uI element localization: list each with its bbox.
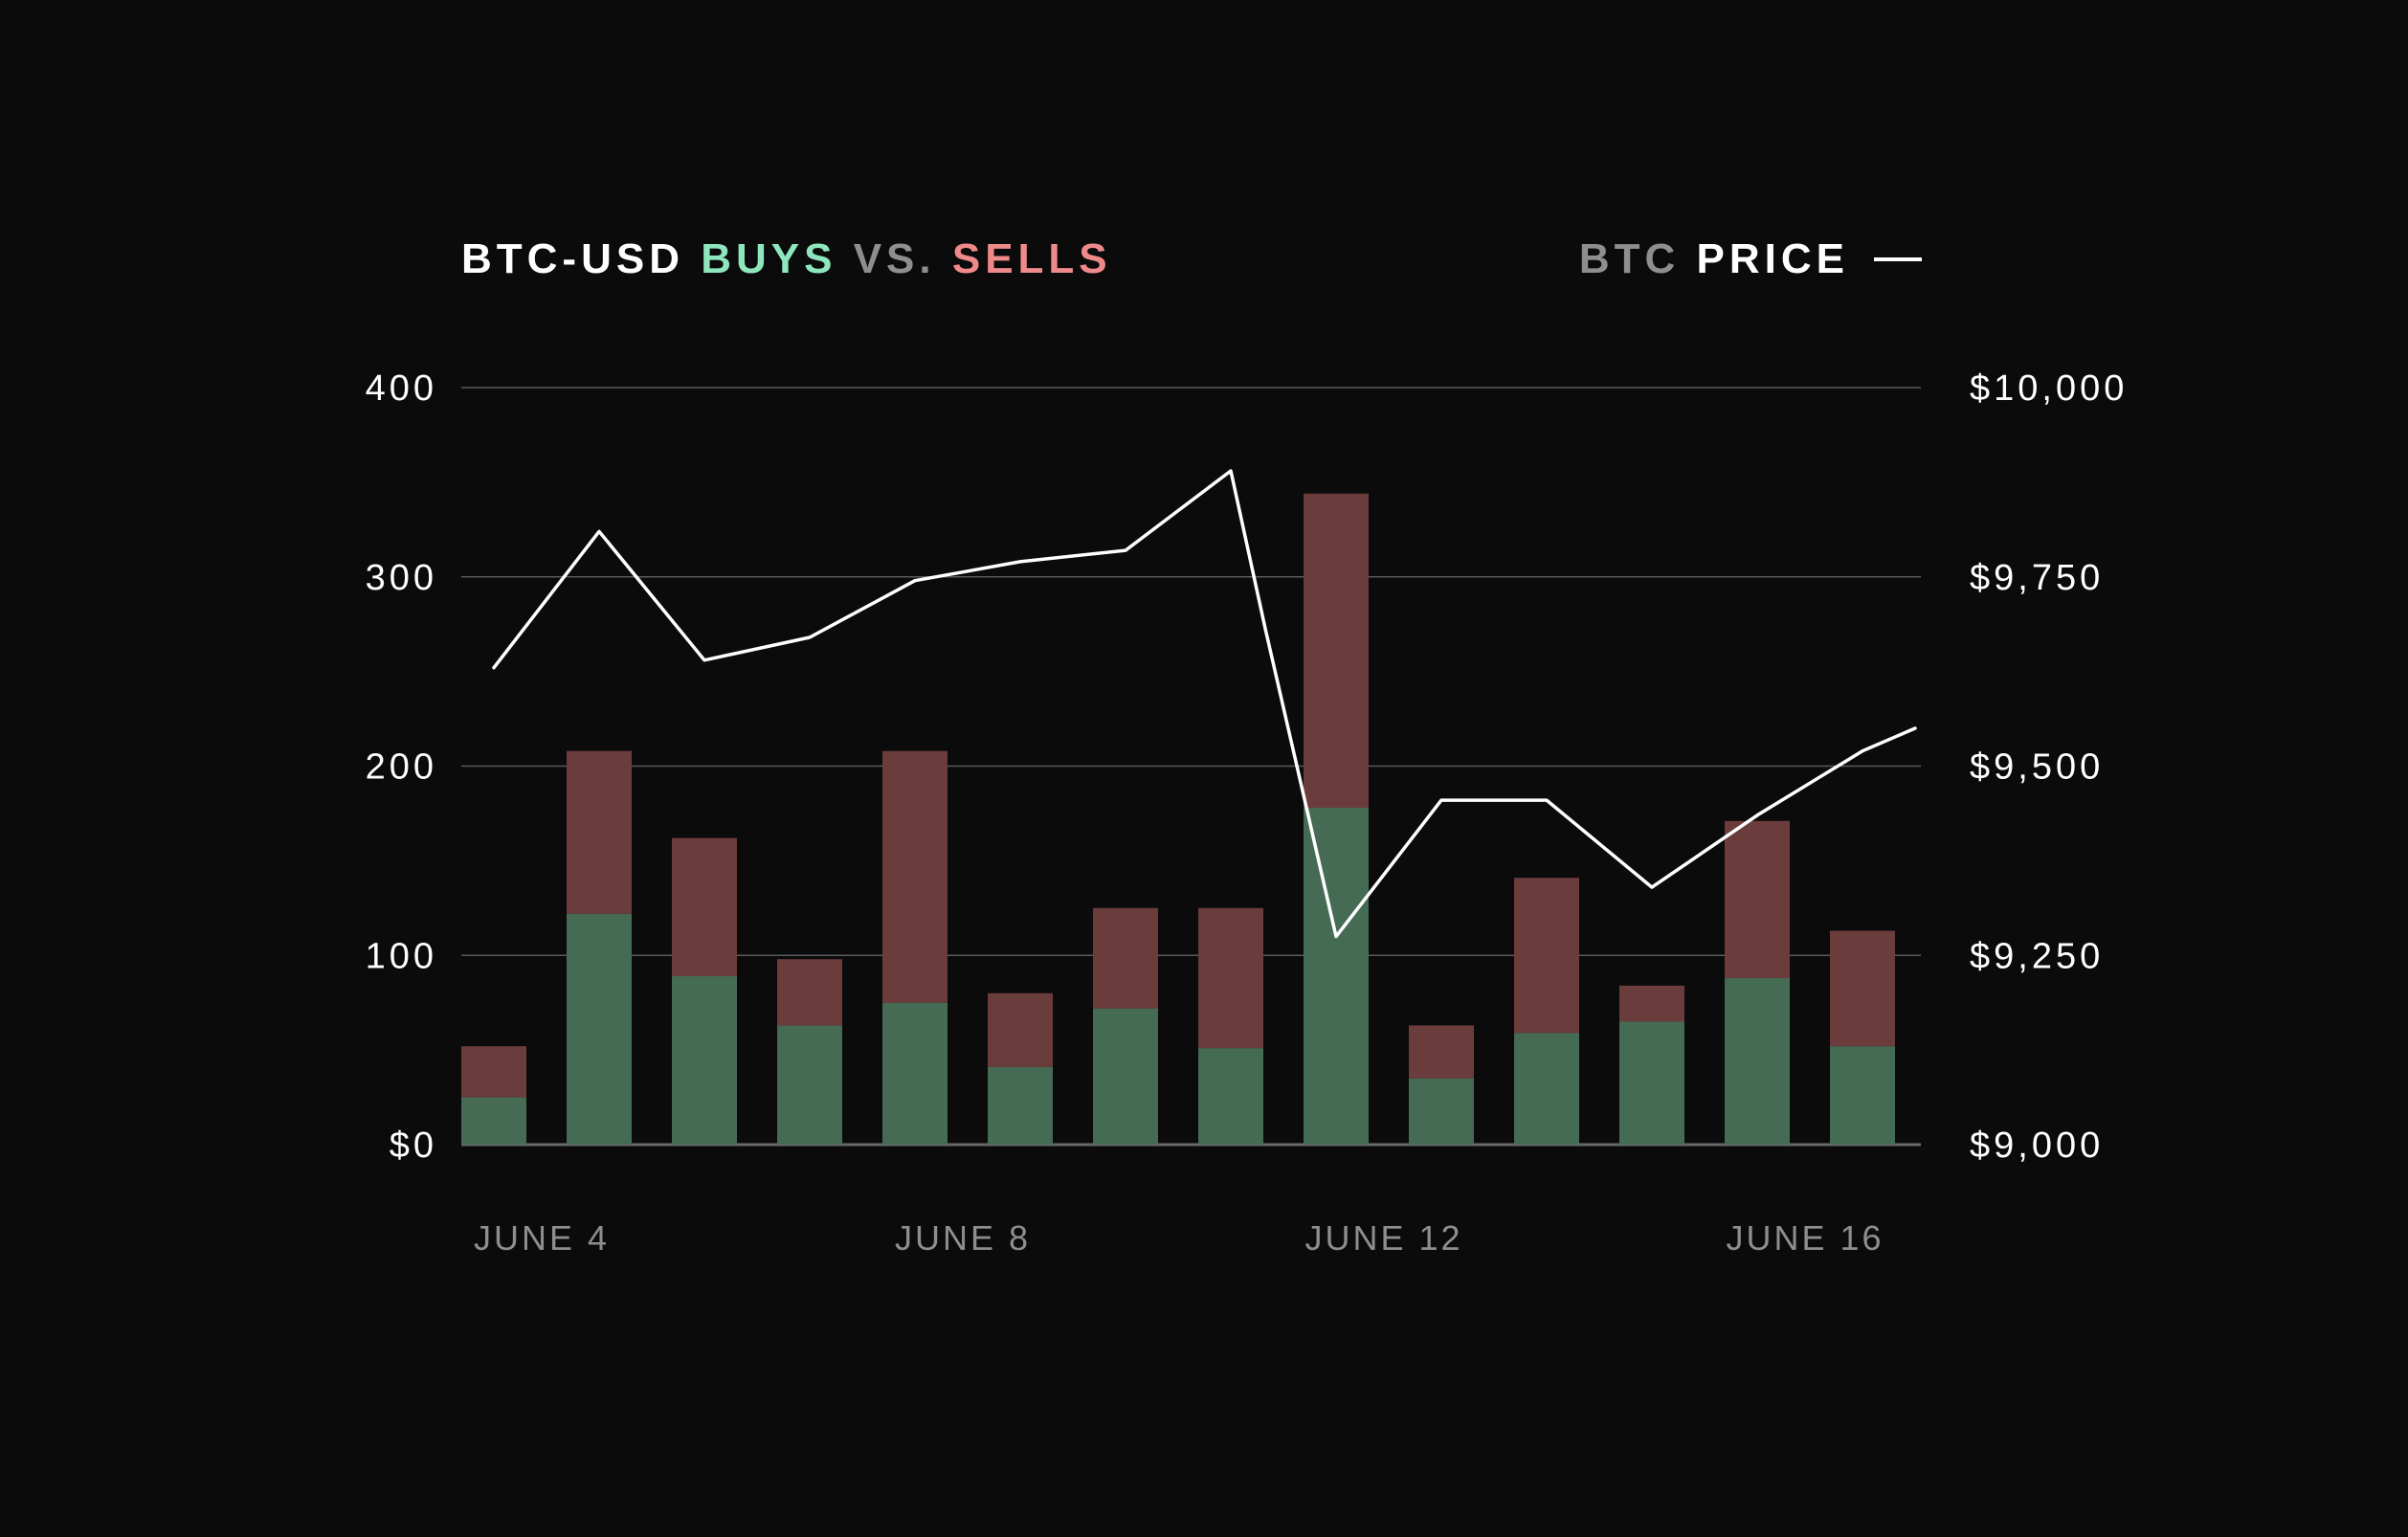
bar-sells bbox=[1093, 907, 1158, 1009]
bar-buys bbox=[882, 1002, 948, 1145]
chart-title: BTC-USD BUYS VS. SELLS bbox=[461, 235, 1112, 283]
bar-sells bbox=[1409, 1025, 1474, 1079]
x-tick-label: JUNE 12 bbox=[1304, 1218, 1462, 1258]
bar-buys bbox=[777, 1025, 842, 1145]
bar-buys bbox=[567, 913, 632, 1145]
bar-buys bbox=[988, 1066, 1053, 1145]
x-tick-label: JUNE 8 bbox=[895, 1218, 1031, 1258]
bar-sells bbox=[1830, 930, 1895, 1047]
y-tick-label: 100 bbox=[366, 936, 437, 976]
bar-sells bbox=[777, 959, 842, 1026]
bar-layer bbox=[461, 493, 1895, 1145]
bar-buys bbox=[1619, 1021, 1684, 1145]
bar-buys bbox=[672, 976, 737, 1145]
y2-tick-label: $9,250 bbox=[1970, 936, 2104, 976]
y-tick-label: 400 bbox=[366, 368, 437, 409]
bar-sells bbox=[1725, 820, 1790, 978]
bar-buys bbox=[1514, 1033, 1579, 1145]
bar-sells bbox=[567, 750, 632, 914]
axis-label-layer: $0 100 200 300 400 $9,000 $9,250 $9,500 $9,750 $1… bbox=[366, 368, 2128, 1258]
y2-tick-label: $9,000 bbox=[1970, 1125, 2104, 1166]
y2-tick-label: $10,000 bbox=[1970, 368, 2128, 409]
bar-sells bbox=[988, 992, 1053, 1067]
bar-sells bbox=[1198, 907, 1263, 1049]
x-tick-label: JUNE 4 bbox=[474, 1218, 610, 1258]
y-tick-label: $0 bbox=[390, 1125, 437, 1166]
legend-btc: BTC bbox=[1578, 235, 1681, 282]
price-line-layer bbox=[492, 469, 1917, 939]
bar-sells bbox=[1514, 878, 1579, 1034]
title-vs: VS. bbox=[853, 235, 936, 282]
y-tick-label: 300 bbox=[366, 558, 437, 598]
bar-buys bbox=[461, 1097, 526, 1145]
legend-price: PRICE bbox=[1696, 235, 1849, 282]
title-sells: SELLS bbox=[951, 235, 1112, 282]
y-tick-label: 200 bbox=[366, 747, 437, 788]
bar-sells bbox=[1619, 985, 1684, 1022]
title-pair: BTC-USD bbox=[461, 235, 684, 282]
price-line bbox=[492, 469, 1917, 939]
price-legend: BTC PRICE bbox=[1579, 235, 1922, 283]
bar-sells bbox=[461, 1046, 526, 1098]
bar-sells bbox=[882, 750, 948, 1003]
x-tick-label: JUNE 16 bbox=[1726, 1218, 1884, 1258]
y2-tick-label: $9,750 bbox=[1970, 558, 2104, 598]
bar-sells bbox=[672, 837, 737, 977]
y2-tick-label: $9,500 bbox=[1970, 747, 2104, 788]
bar-buys bbox=[1725, 977, 1790, 1145]
bar-buys bbox=[1304, 808, 1369, 1145]
bar-buys bbox=[1093, 1008, 1158, 1145]
bar-buys bbox=[1198, 1048, 1263, 1145]
bar-buys bbox=[1409, 1078, 1474, 1145]
horizontal-line-icon bbox=[1874, 257, 1922, 261]
title-buys: BUYS bbox=[701, 235, 837, 282]
bar-buys bbox=[1830, 1046, 1895, 1145]
bar-sells bbox=[1304, 493, 1369, 809]
